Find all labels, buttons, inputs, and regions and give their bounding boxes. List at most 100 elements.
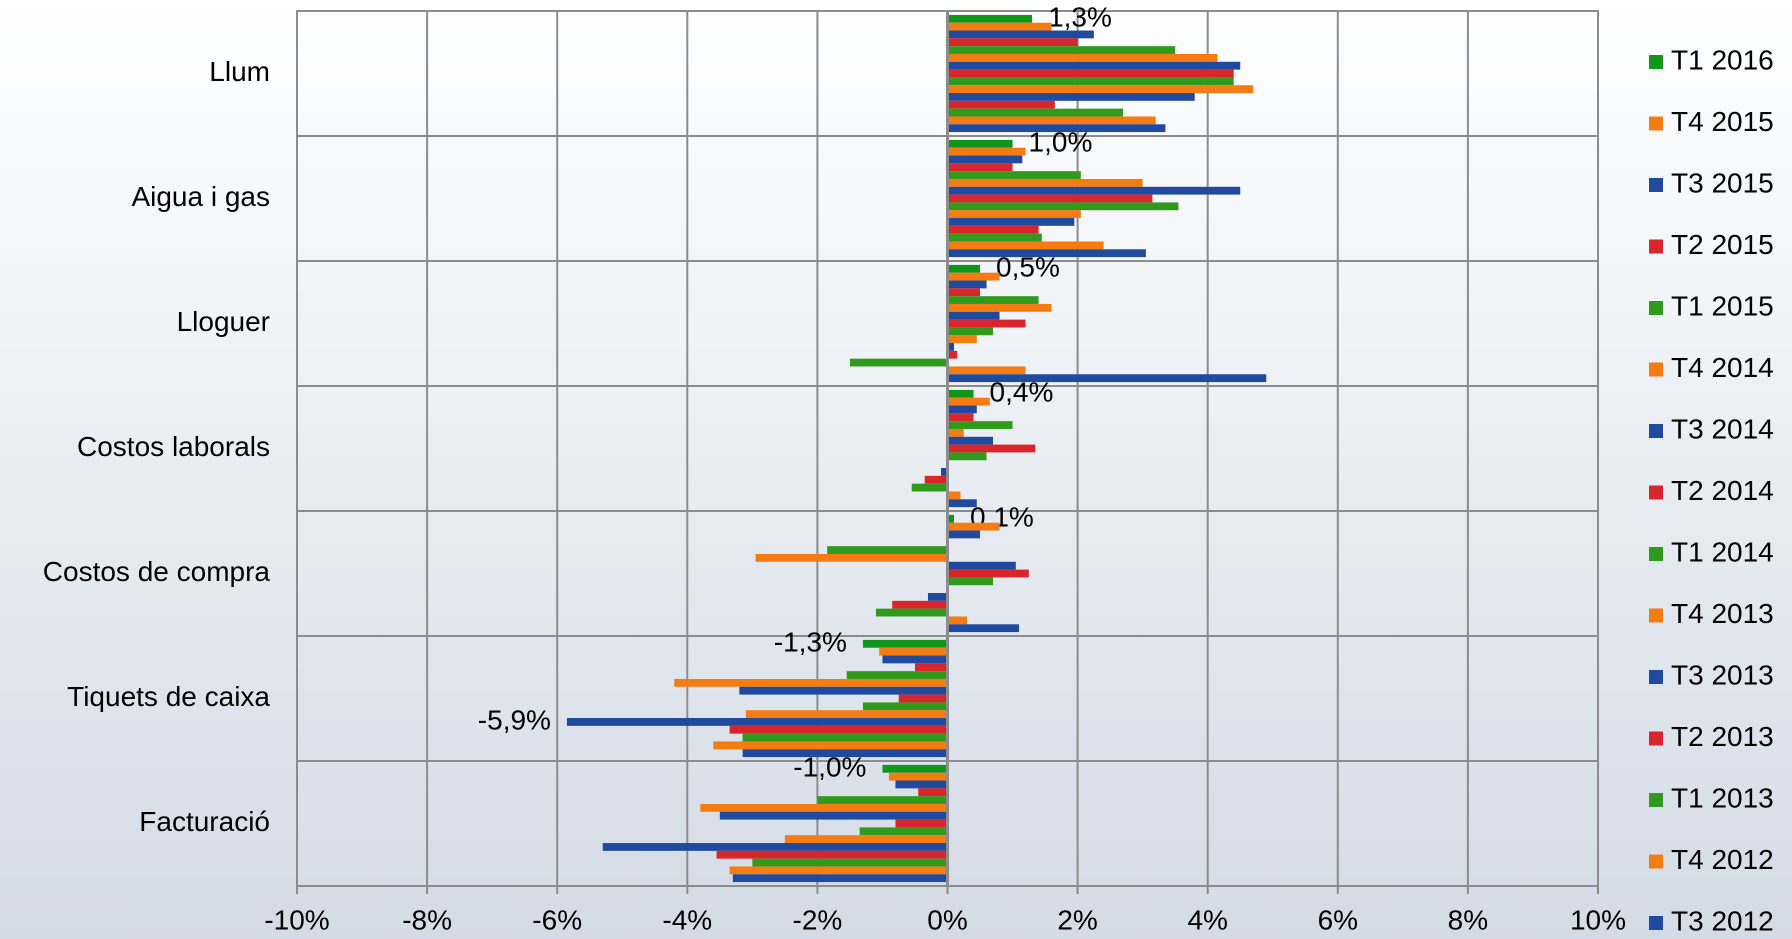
bar xyxy=(947,155,1023,164)
bar xyxy=(947,69,1234,78)
legend-label: T4 2013 xyxy=(1671,598,1774,629)
legend-swatch xyxy=(1649,362,1663,377)
legend-swatch xyxy=(1649,916,1663,930)
legend-label: T2 2014 xyxy=(1671,475,1774,506)
x-tick-label: -8% xyxy=(402,904,452,935)
bar xyxy=(602,843,948,851)
bar xyxy=(947,85,1254,94)
bar xyxy=(947,397,990,406)
bar xyxy=(827,546,948,554)
bar xyxy=(947,61,1241,70)
bar xyxy=(862,639,948,648)
bar xyxy=(947,311,1000,320)
legend-label: T1 2016 xyxy=(1671,44,1774,75)
bar xyxy=(924,475,948,484)
bar xyxy=(700,803,948,812)
bar xyxy=(784,835,948,844)
bar xyxy=(947,514,955,523)
legend-label: T4 2015 xyxy=(1671,106,1774,137)
bar xyxy=(947,108,1124,117)
legend-label: T4 2014 xyxy=(1671,352,1774,383)
x-tick-label: -6% xyxy=(532,904,582,935)
legend-swatch xyxy=(1649,178,1663,192)
bar xyxy=(895,780,948,789)
bar xyxy=(947,444,1036,453)
legend-swatch xyxy=(1649,485,1663,500)
bar xyxy=(947,374,1267,383)
bar xyxy=(947,499,977,508)
bar xyxy=(947,272,1000,281)
bar xyxy=(947,22,1052,31)
bar xyxy=(947,335,977,344)
bar xyxy=(947,569,1029,578)
bar xyxy=(817,796,948,804)
bar xyxy=(947,421,1013,429)
legend-swatch xyxy=(1649,854,1663,869)
bar xyxy=(947,171,1081,179)
bar xyxy=(947,280,987,289)
bar xyxy=(947,491,961,500)
legend-swatch xyxy=(1649,547,1663,561)
legend-label: T4 2012 xyxy=(1671,844,1774,875)
bar xyxy=(882,655,948,664)
bar xyxy=(713,741,948,750)
x-tick-label: 4% xyxy=(1187,904,1227,935)
bar xyxy=(739,686,948,695)
bar xyxy=(947,100,1055,109)
bar xyxy=(947,389,974,398)
legend-label: T3 2013 xyxy=(1671,659,1774,690)
bar xyxy=(719,811,948,820)
x-tick-label: -2% xyxy=(793,904,843,935)
legend-label: T3 2014 xyxy=(1671,413,1774,444)
category-label: Tiquets de caixa xyxy=(67,681,270,712)
bar xyxy=(947,428,964,437)
legend-label: T2 2013 xyxy=(1671,721,1774,752)
bar xyxy=(859,827,948,836)
bar xyxy=(849,358,948,367)
legend-swatch xyxy=(1649,301,1663,315)
bar xyxy=(947,366,1026,375)
bar xyxy=(882,764,948,773)
data-label: -1,0% xyxy=(793,751,866,782)
legend-label: T1 2013 xyxy=(1671,782,1774,813)
legend-swatch xyxy=(1649,608,1663,623)
legend-label: T1 2015 xyxy=(1671,290,1774,321)
x-tick-label: 8% xyxy=(1448,904,1488,935)
legend-label: T2 2015 xyxy=(1671,229,1774,260)
data-label: -5,9% xyxy=(478,704,551,735)
bar xyxy=(947,218,1075,226)
bar xyxy=(875,608,948,617)
bar xyxy=(947,264,981,273)
data-label: 1,3% xyxy=(1048,1,1112,32)
bar xyxy=(947,14,1033,23)
bar xyxy=(947,30,1094,39)
legend-label: T3 2012 xyxy=(1671,905,1774,936)
bar xyxy=(729,725,948,734)
bar xyxy=(879,647,948,656)
data-label: 0,5% xyxy=(996,251,1060,282)
legend-label: T3 2015 xyxy=(1671,167,1774,198)
x-tick-label: 2% xyxy=(1057,904,1097,935)
bar xyxy=(947,210,1081,219)
bar xyxy=(742,733,948,742)
bar xyxy=(947,116,1156,125)
bar xyxy=(755,553,948,562)
bar xyxy=(947,288,981,297)
data-label: -1,3% xyxy=(774,626,847,657)
bar xyxy=(947,46,1176,54)
bar xyxy=(947,616,968,625)
x-tick-label: 6% xyxy=(1318,904,1358,935)
bar xyxy=(947,93,1195,101)
x-tick-label: -4% xyxy=(662,904,712,935)
bar xyxy=(566,718,948,726)
bar xyxy=(898,694,948,703)
x-tick-label: 0% xyxy=(927,904,967,935)
legend-swatch xyxy=(1649,670,1663,684)
legend-label: T1 2014 xyxy=(1671,536,1774,567)
bar xyxy=(940,468,948,476)
bar xyxy=(947,436,994,445)
legend-swatch xyxy=(1649,116,1663,131)
legend-swatch xyxy=(1649,731,1663,746)
category-label: Lloguer xyxy=(177,306,270,337)
